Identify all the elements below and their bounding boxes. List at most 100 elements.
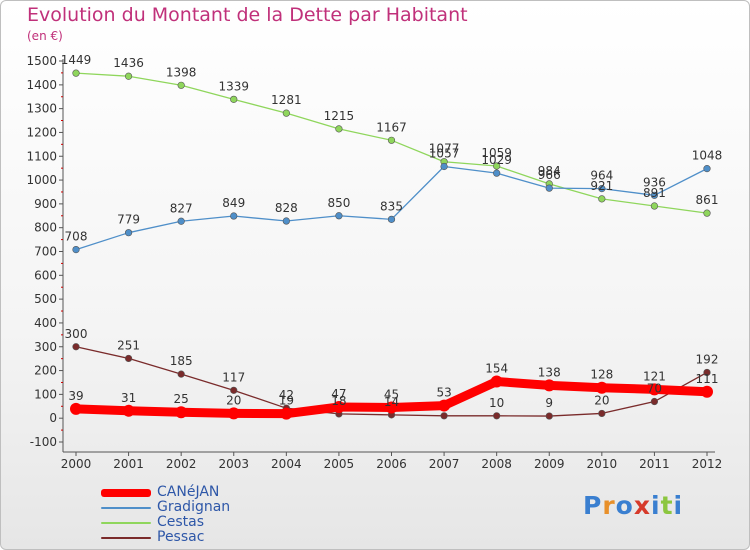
data-label-pessac: 70 <box>647 382 662 396</box>
data-point-pessac <box>493 412 501 420</box>
data-point-cestas <box>335 125 343 133</box>
data-label-pessac: 117 <box>222 370 245 384</box>
data-point-can-jan <box>70 402 82 415</box>
data-label-can-jan: 53 <box>436 386 451 400</box>
x-tick-label: 2009 <box>534 457 565 471</box>
proxiti-logo: Proxiti <box>583 491 683 520</box>
x-tick-label: 2002 <box>166 457 197 471</box>
data-label-gradignan: 1029 <box>481 153 512 167</box>
data-point-pessac <box>230 386 238 394</box>
data-point-can-jan <box>490 375 503 388</box>
data-label-cestas: 1215 <box>324 109 355 123</box>
data-label-cestas: 984 <box>538 164 561 178</box>
data-point-can-jan <box>543 379 556 392</box>
y-tick-label: 800 <box>34 221 57 235</box>
data-point-cestas <box>703 209 711 217</box>
x-tick-label: 2001 <box>113 457 144 471</box>
data-label-gradignan: 828 <box>275 201 298 215</box>
data-point-cestas <box>72 69 80 77</box>
data-point-gradignan <box>703 165 711 173</box>
data-label-gradignan: 708 <box>65 230 88 244</box>
data-label-pessac: 42 <box>279 388 294 402</box>
y-tick-label: 1300 <box>26 102 57 116</box>
data-label-pessac: 18 <box>331 394 346 408</box>
data-label-cestas: 1167 <box>376 120 407 134</box>
legend: CANéJAN Gradignan Cestas Pessac <box>101 484 321 545</box>
legend-item-cestas: Cestas <box>101 514 321 530</box>
data-point-pessac <box>545 412 553 420</box>
data-label-can-jan: 39 <box>68 389 83 403</box>
legend-label: Pessac <box>157 529 205 545</box>
data-point-cestas <box>650 202 659 210</box>
data-point-pessac <box>650 397 659 406</box>
series-labels: 300 251 185 117 42 18 14 10 9 20 70 192 1449 1436 1398… <box>61 53 723 410</box>
data-point-pessac <box>598 409 606 418</box>
data-label-can-jan: 121 <box>643 369 666 383</box>
legend-label: Gradignan <box>157 499 231 515</box>
data-label-gradignan: 964 <box>590 169 613 183</box>
data-label-cestas: 1281 <box>271 93 302 107</box>
data-point-gradignan <box>177 217 185 225</box>
data-point-gradignan <box>598 185 606 193</box>
y-tick-label: 200 <box>34 364 57 378</box>
y-tick-label: 900 <box>34 197 57 211</box>
data-point-gradignan <box>230 212 238 220</box>
legend-swatch <box>101 537 151 539</box>
data-label-can-jan: 111 <box>696 372 719 386</box>
data-point-pessac <box>72 343 80 351</box>
x-tick-label: 2004 <box>271 457 302 471</box>
data-point-gradignan <box>124 229 133 237</box>
y-tick-label: 300 <box>34 340 57 354</box>
data-point-gradignan <box>493 169 501 177</box>
data-point-can-jan <box>122 404 135 417</box>
legend-swatch <box>101 522 151 524</box>
data-point-pessac <box>703 368 711 377</box>
x-tick-label: 2007 <box>429 457 460 471</box>
data-point-can-jan <box>595 381 608 394</box>
y-tick-label: 500 <box>34 292 57 306</box>
data-label-can-jan: 47 <box>331 387 346 401</box>
data-point-gradignan <box>335 212 343 220</box>
y-tick-label: 1000 <box>26 173 57 187</box>
x-tick-label: 2000 <box>61 457 92 471</box>
data-point-can-jan <box>385 401 398 414</box>
data-label-pessac: 9 <box>545 396 553 410</box>
data-label-gradignan: 835 <box>380 199 403 213</box>
data-label-gradignan: 1048 <box>692 149 723 163</box>
logo-letter: o <box>615 491 634 520</box>
x-tick-label: 2006 <box>376 457 407 471</box>
x-tick-label: 2010 <box>587 457 618 471</box>
y-tick-label: 100 <box>34 387 57 401</box>
data-point-cestas <box>230 95 238 103</box>
data-point-gradignan <box>387 215 396 223</box>
data-label-cestas: 1436 <box>113 56 144 70</box>
data-label-gradignan: 936 <box>643 175 666 189</box>
y-tick-label: -100 <box>30 435 57 449</box>
data-point-gradignan <box>440 162 448 171</box>
data-label-cestas: 1449 <box>61 53 92 67</box>
data-point-can-jan <box>280 407 293 420</box>
data-label-cestas: 1077 <box>429 142 460 156</box>
data-label-pessac: 185 <box>170 354 193 368</box>
data-label-gradignan: 1057 <box>429 146 460 160</box>
data-point-cestas <box>177 81 185 89</box>
y-tick-label: 1400 <box>26 78 57 92</box>
legend-swatch <box>101 489 151 497</box>
logo-letter: i <box>651 491 661 520</box>
data-label-can-jan: 138 <box>538 365 561 379</box>
data-label-can-jan: 128 <box>590 368 613 382</box>
data-point-can-jan <box>701 385 713 398</box>
legend-label: Cestas <box>157 514 205 530</box>
data-point-can-jan <box>227 407 240 420</box>
data-point-can-jan <box>332 400 345 413</box>
data-point-cestas <box>387 136 396 144</box>
legend-item-can-jan: CANéJAN <box>101 484 321 500</box>
logo-letter: t <box>660 491 674 520</box>
data-point-gradignan <box>650 191 659 199</box>
legend-label: CANéJAN <box>157 484 220 500</box>
data-point-pessac <box>440 412 448 420</box>
data-point-cestas <box>493 162 501 170</box>
x-tick-label: 2005 <box>324 457 355 471</box>
data-label-can-jan: 45 <box>384 387 399 401</box>
